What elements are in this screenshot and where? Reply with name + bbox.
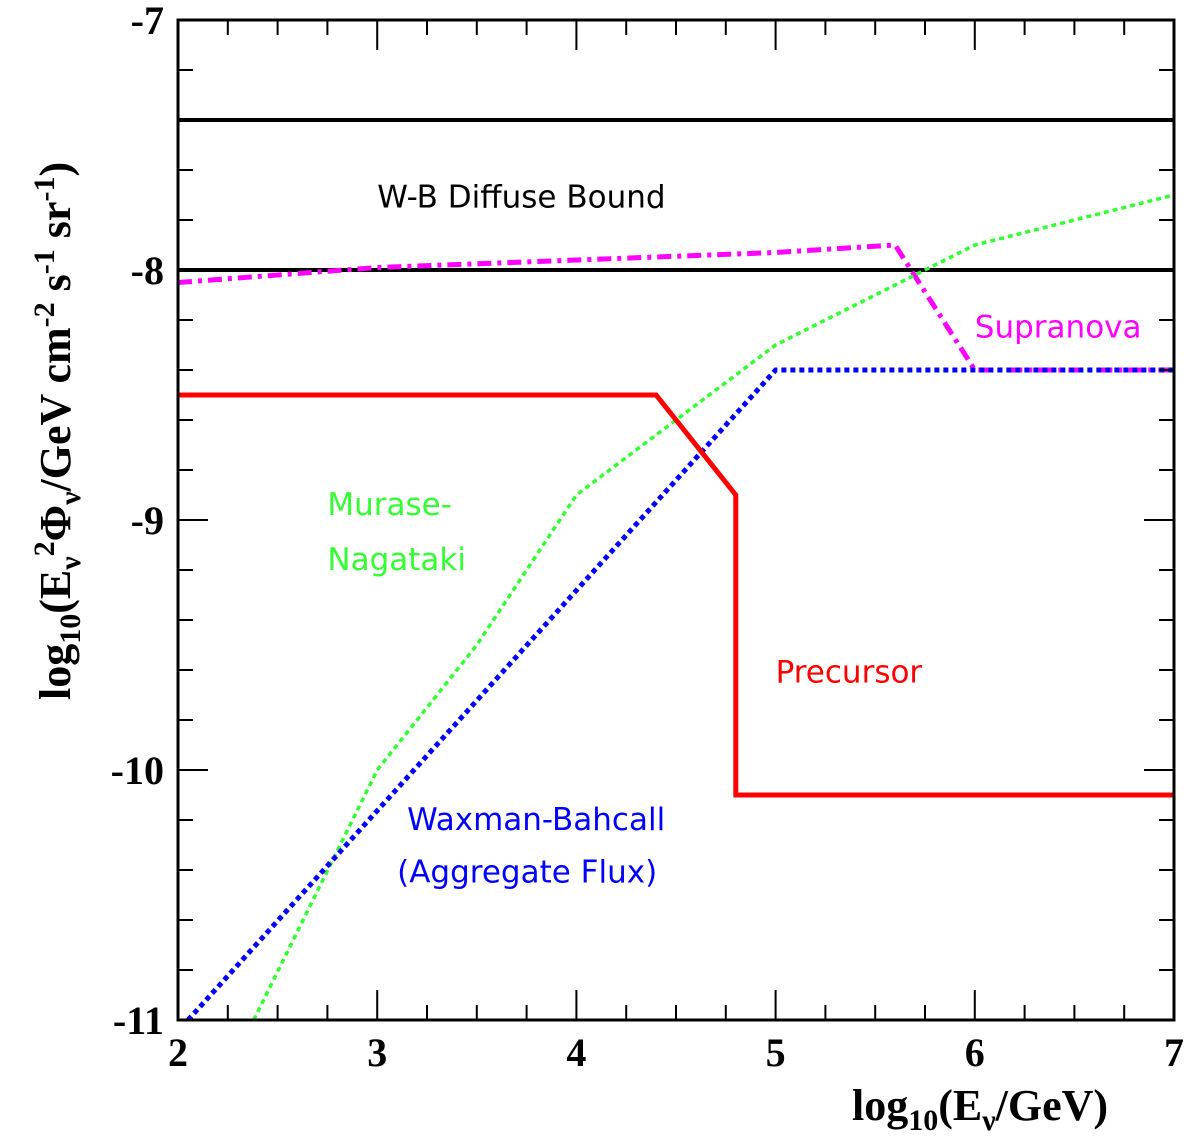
series-line-precursor	[178, 392, 1174, 798]
annotation-supranova: Supranova	[975, 310, 1142, 346]
tick-labels-layer: 2 3 4 5 6 7 -11 -10 -9 -8 -7	[111, 0, 1184, 1075]
ticks-layer	[177, 19, 1175, 1021]
y-tick-label: -11	[113, 998, 164, 1043]
x-tick-label: 4	[566, 1030, 586, 1075]
y-tick-label: -8	[131, 248, 164, 293]
series-layer	[178, 118, 1174, 1020]
x-tick-label: 5	[766, 1030, 786, 1075]
series-line-supranova	[178, 242, 1174, 373]
x-tick-label: 3	[367, 1030, 387, 1075]
x-tick-label: 6	[965, 1030, 985, 1075]
annotation-murase1: Murase-	[327, 487, 452, 523]
series-line-murase_nagataki	[252, 193, 1174, 1020]
y-tick-label: -7	[131, 0, 164, 43]
x-tick-label: 2	[168, 1030, 188, 1075]
y-tick-label: -10	[111, 748, 164, 793]
x-axis-title: log10(Eν/GeV)	[852, 1081, 1108, 1137]
annotation-wb1: Waxman-Bahcall	[407, 802, 665, 838]
x-tick-label: 7	[1164, 1030, 1184, 1075]
annotation-wb_bound: W-B Diffuse Bound	[377, 180, 665, 216]
series-line-waxman_bahcall	[186, 367, 1174, 1020]
annotations-layer: W-B Diffuse Bound Supranova Murase- Nagatak…	[327, 180, 1141, 891]
annotation-precursor: Precursor	[776, 655, 923, 691]
annotation-murase2: Nagataki	[327, 542, 466, 578]
annotation-wb2: (Aggregate Flux)	[397, 855, 657, 891]
y-tick-label: -9	[131, 498, 164, 543]
y-axis-title: log10(Eν2Φν/GeV cm-2 s-1 sr-1)	[28, 162, 87, 700]
